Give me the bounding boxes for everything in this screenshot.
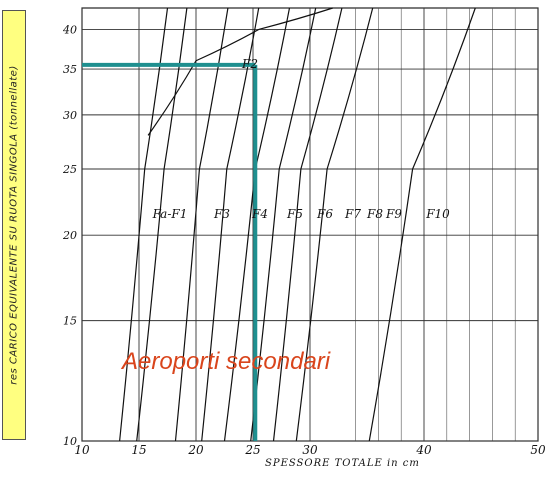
curve-label-f8: F8 [366,207,383,221]
grid [81,7,539,442]
y-tick-label-20: 20 [62,229,77,242]
y-axis-label: res CARICO EQUIVALENTE SU RUOTA SINGOLA … [8,65,20,385]
curve-label-f7: F7 [344,207,361,221]
y-tick-labels: 10 15 20 25 30 35 40 [62,23,77,448]
curve-f7 [250,7,317,442]
curve-label-fa-f1: Fa-F1 [152,207,188,221]
x-tick-label-25: 25 [244,443,260,457]
x-tick-label-20: 20 [187,443,204,457]
curve-f10 [368,7,476,442]
curve-label-f2: F2 [241,57,258,71]
x-tick-label-30: 30 [302,443,318,457]
x-tick-label-50: 50 [530,443,545,457]
curve-f9 [295,7,374,442]
y-tick-label-15: 15 [63,315,77,328]
curves [119,7,476,442]
x-tick-labels: 10 15 20 25 30 40 50 [74,443,545,457]
highlight-lines [82,62,258,441]
curve-label-f5: F5 [286,207,303,221]
curve-label-f9: F9 [385,207,402,221]
y-axis-label-box: res CARICO EQUIVALENTE SU RUOTA SINGOLA … [2,10,26,440]
y-tick-label-25: 25 [62,163,77,176]
curve-label-f3: F3 [213,207,230,221]
curve-label-f10: F10 [425,207,450,221]
y-tick-label-30: 30 [63,109,77,122]
curve-label-f6: F6 [316,207,333,221]
curve-labels: Fa-F1 F2 F3 F4 F5 F6 F7 F8 F9 F10 [152,57,451,221]
y-tick-label-40: 40 [62,23,77,36]
x-axis-label: SPESSORE TOTALE in cm [265,458,420,469]
curve-f4 [174,7,229,442]
curve-f8 [272,7,343,442]
x-tick-label-15: 15 [131,443,146,457]
curve-label-f4: F4 [251,207,268,221]
curve-f2 [147,7,333,136]
annotation-aeroporti-secondari: Aeroporti secondari [122,348,331,375]
y-tick-label-10: 10 [63,435,77,448]
curve-f5 [201,7,260,442]
y-tick-label-35: 35 [63,63,77,76]
x-tick-label-10: 10 [74,443,90,457]
x-tick-label-40: 40 [415,443,432,457]
curve-f3 [136,7,188,442]
